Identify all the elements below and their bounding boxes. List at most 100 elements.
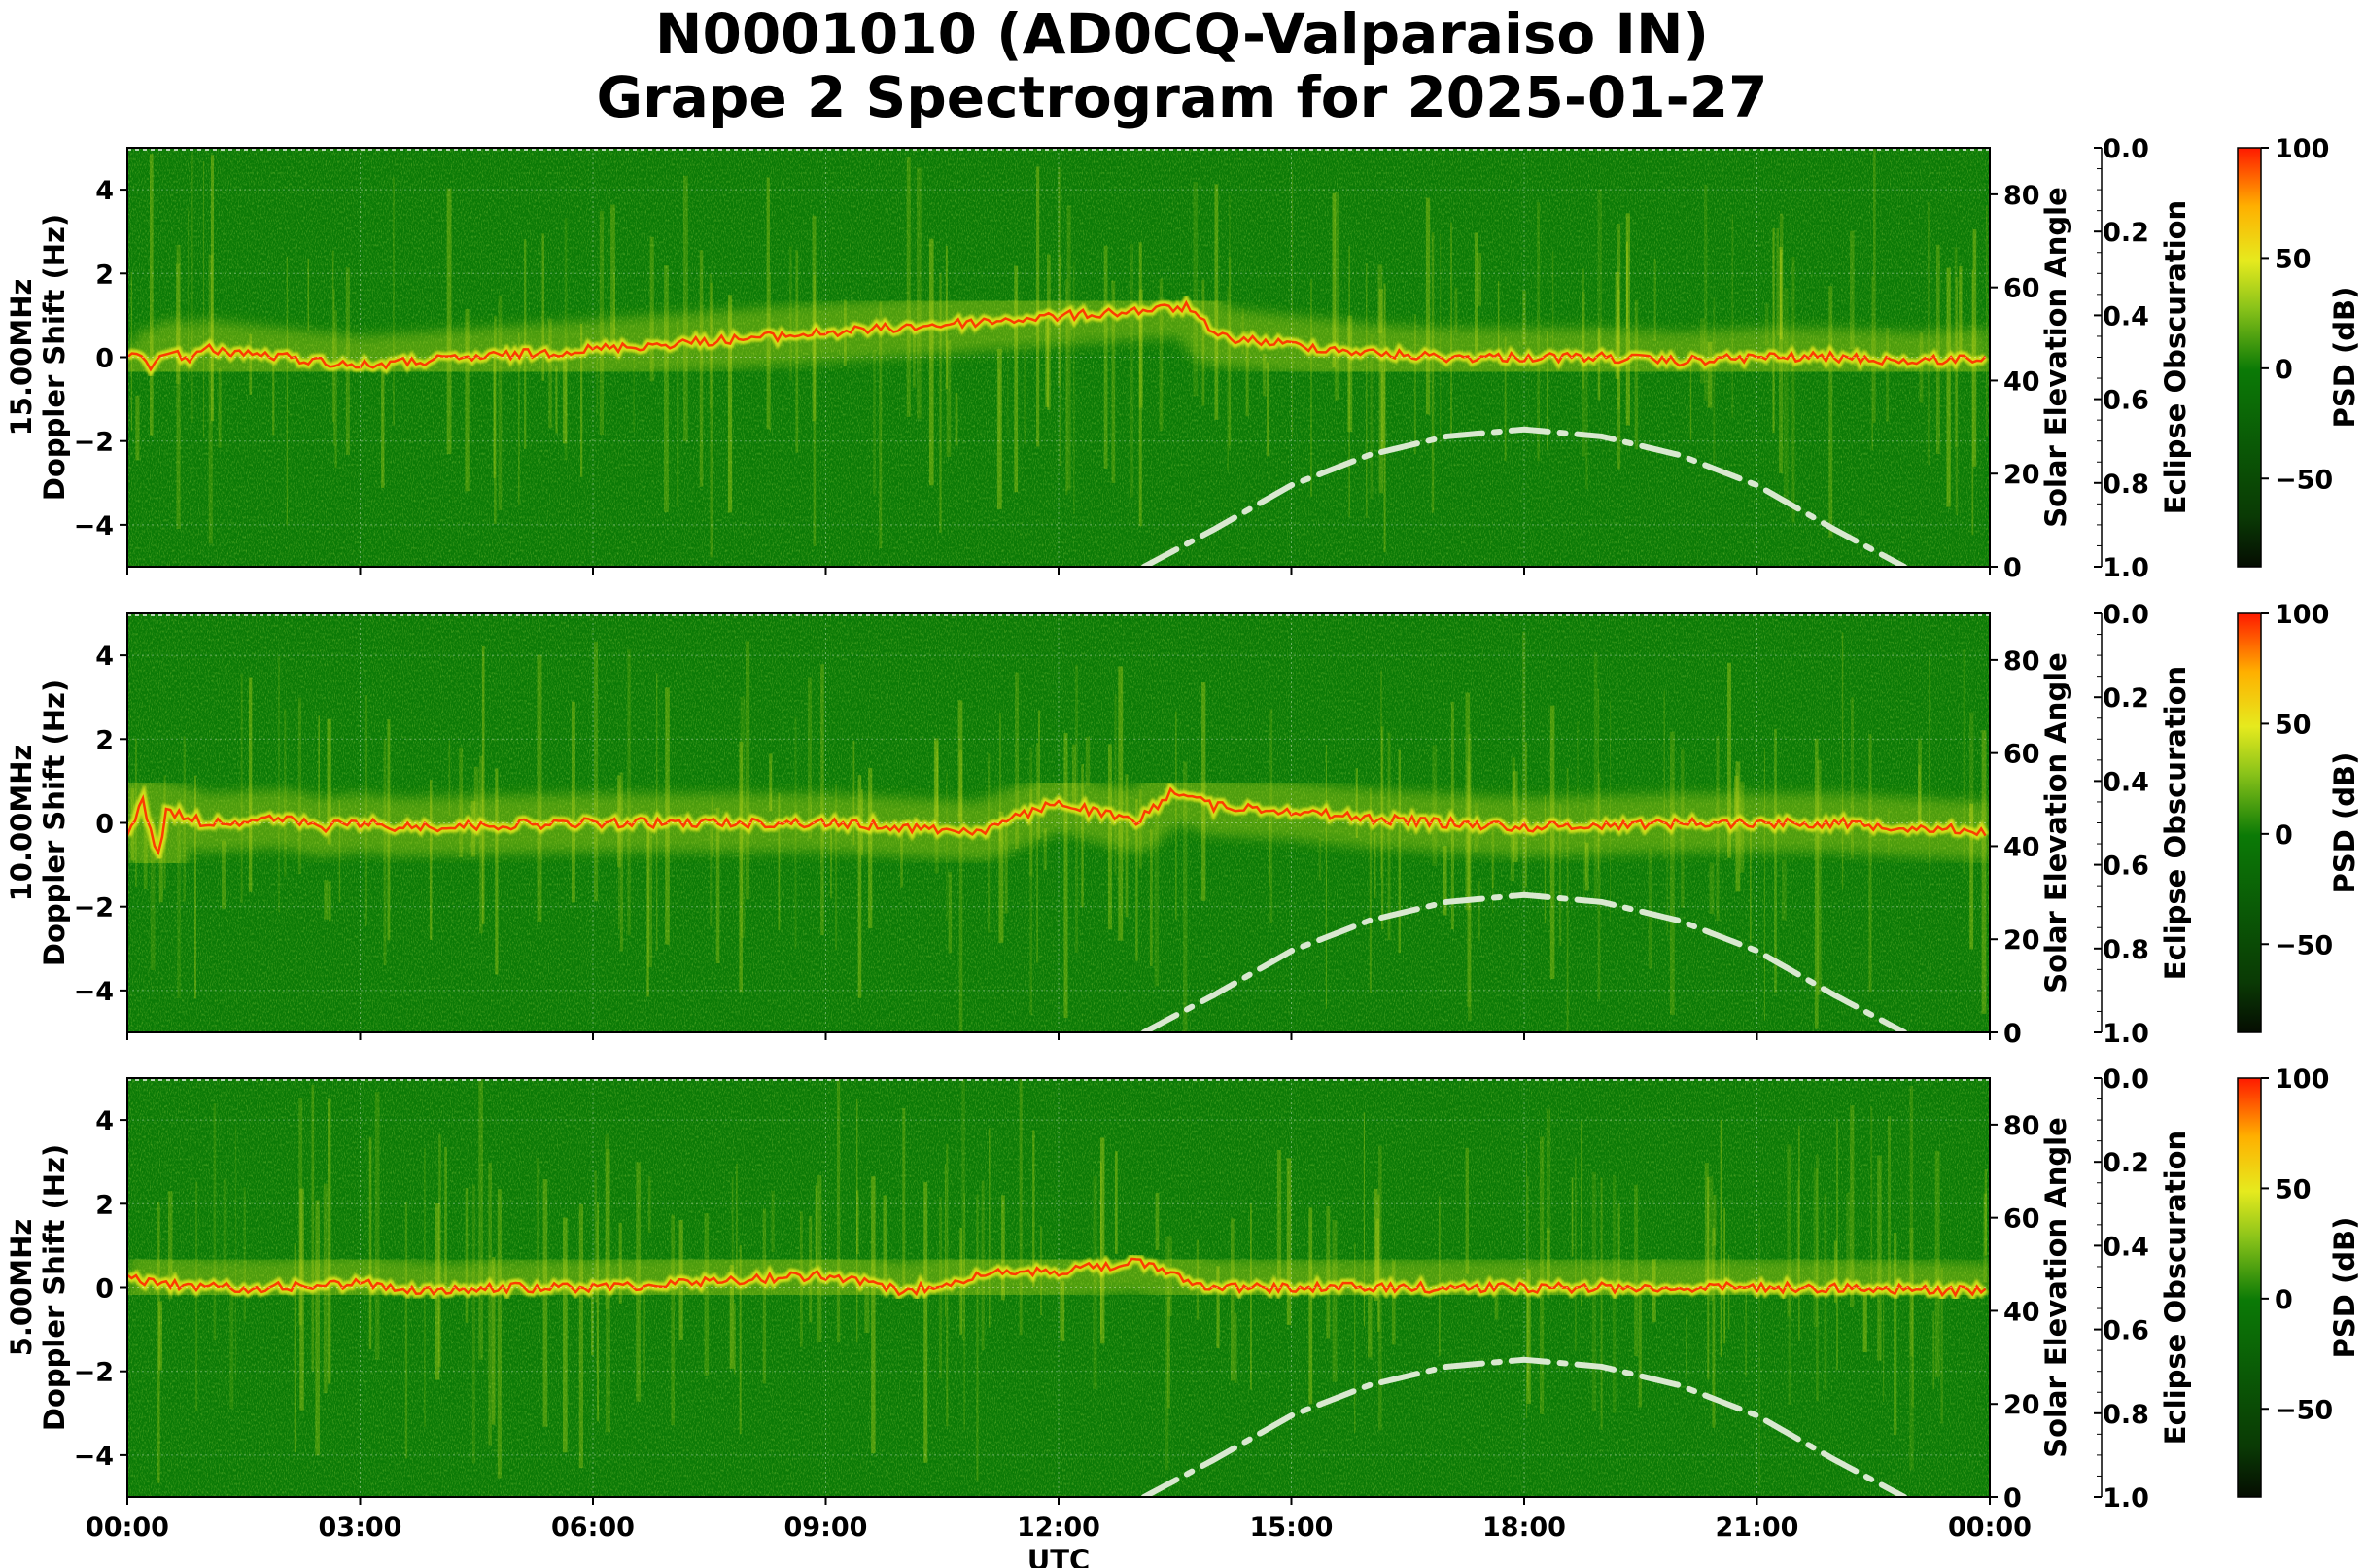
solar-axis-tick-label: 0 bbox=[2003, 1019, 2022, 1049]
signal-streak bbox=[1512, 757, 1515, 806]
signal-streak bbox=[746, 641, 750, 900]
signal-streak bbox=[946, 340, 952, 457]
signal-streak bbox=[149, 154, 154, 436]
signal-streak bbox=[1634, 1184, 1639, 1357]
signal-streak bbox=[1465, 692, 1471, 911]
signal-streak bbox=[488, 1162, 492, 1446]
signal-streak bbox=[298, 1098, 303, 1326]
signal-streak bbox=[248, 677, 253, 892]
signal-streak bbox=[315, 1200, 320, 1456]
y-tick-label: −2 bbox=[74, 428, 114, 458]
signal-streak bbox=[1985, 205, 1988, 437]
signal-streak bbox=[613, 272, 615, 335]
signal-streak bbox=[1373, 1188, 1378, 1302]
signal-streak bbox=[1425, 197, 1431, 415]
signal-streak bbox=[1887, 1115, 1891, 1293]
signal-streak bbox=[1347, 315, 1353, 433]
signal-streak bbox=[958, 749, 963, 1032]
signal-streak bbox=[1816, 1154, 1819, 1402]
signal-streak bbox=[715, 807, 720, 964]
signal-streak bbox=[1699, 318, 1705, 384]
signal-streak bbox=[999, 713, 1001, 842]
signal-streak bbox=[647, 824, 652, 968]
signal-streak bbox=[873, 349, 876, 495]
signal-streak bbox=[1440, 233, 1442, 445]
eclipse-axis-tick-label: 0.4 bbox=[2103, 767, 2149, 797]
signal-streak bbox=[1758, 1218, 1760, 1487]
signal-streak bbox=[571, 701, 575, 903]
signal-streak bbox=[1617, 224, 1621, 470]
signal-streak bbox=[1704, 1163, 1709, 1290]
signal-streak bbox=[1387, 732, 1391, 940]
signal-streak bbox=[1494, 1279, 1499, 1320]
signal-streak bbox=[459, 747, 464, 858]
solar-axis-tick-label: 20 bbox=[2003, 925, 2040, 956]
colorbar-tick-label: 50 bbox=[2275, 1174, 2312, 1204]
signal-streak bbox=[1413, 314, 1416, 455]
eclipse-axis-label: Eclipse Obscuration bbox=[2159, 200, 2192, 514]
doppler-trace bbox=[127, 1257, 1987, 1298]
signal-streak bbox=[210, 155, 215, 422]
signal-streak bbox=[187, 207, 190, 382]
signal-streak bbox=[808, 677, 812, 839]
signal-streak bbox=[1334, 192, 1339, 401]
signal-streak bbox=[1443, 846, 1447, 916]
signal-streak bbox=[286, 257, 288, 526]
signal-streak bbox=[945, 245, 948, 390]
signal-streak bbox=[1241, 308, 1244, 354]
signal-streak bbox=[836, 1078, 841, 1342]
signal-streak bbox=[1332, 1219, 1338, 1382]
figure-title-line-2: Grape 2 Spectrogram for 2025-01-27 bbox=[597, 64, 1768, 130]
signal-streak bbox=[939, 272, 942, 533]
colorbar-tick-label: −50 bbox=[2275, 930, 2333, 960]
signal-streak bbox=[1597, 688, 1600, 871]
signal-streak bbox=[1625, 213, 1630, 426]
signal-streak bbox=[989, 1128, 991, 1328]
signal-streak bbox=[794, 716, 797, 949]
signal-streak bbox=[578, 1203, 584, 1469]
signal-streak bbox=[636, 1162, 641, 1402]
signal-streak bbox=[852, 740, 855, 846]
signal-streak bbox=[1836, 1118, 1838, 1370]
signal-streak bbox=[1159, 278, 1164, 432]
signal-streak bbox=[1332, 192, 1336, 367]
y-axis-label-frequency: 10.00MHz bbox=[5, 745, 38, 902]
doppler-trace bbox=[127, 299, 1987, 372]
signal-streak bbox=[429, 780, 433, 940]
signal-streak bbox=[541, 233, 545, 381]
signal-streak bbox=[1081, 764, 1084, 908]
eclipse-axis-tick-label: 0.4 bbox=[2103, 1232, 2149, 1262]
signal-streak bbox=[963, 1192, 965, 1430]
signal-streak bbox=[1234, 1312, 1237, 1383]
signal-streak bbox=[1130, 244, 1134, 498]
signal-streak bbox=[1107, 744, 1112, 930]
signal-streak bbox=[1983, 1193, 1988, 1283]
y-tick-label: 2 bbox=[95, 725, 114, 755]
colorbar bbox=[2237, 612, 2262, 1033]
y-tick-label: 0 bbox=[95, 1274, 114, 1305]
signal-streak bbox=[916, 167, 922, 419]
signal-streak bbox=[562, 352, 568, 444]
signal-streak bbox=[1043, 827, 1047, 870]
signal-streak bbox=[883, 1195, 887, 1291]
solar-axis-tick-label: 0 bbox=[2003, 553, 2022, 583]
signal-streak bbox=[1355, 768, 1358, 839]
signal-streak bbox=[739, 741, 743, 993]
signal-streak bbox=[988, 753, 991, 933]
eclipse-axis-tick-label: 0.2 bbox=[2103, 683, 2149, 714]
signal-streak bbox=[682, 175, 688, 442]
eclipse-axis-tick-label: 1.0 bbox=[2103, 1019, 2149, 1049]
signal-streak bbox=[338, 799, 341, 903]
signal-streak bbox=[1984, 1168, 1987, 1256]
y-tick-label: −4 bbox=[74, 1442, 114, 1472]
signal-streak bbox=[727, 295, 733, 513]
panel-5MHz: 420−2−45.00MHz Doppler Shift (Hz)00:00 03:… bbox=[5, 1064, 2361, 1568]
signal-streak bbox=[1779, 249, 1782, 340]
signal-streak bbox=[1870, 1105, 1873, 1299]
signal-streak bbox=[368, 1137, 372, 1350]
signal-streak bbox=[1099, 1162, 1102, 1335]
signal-streak bbox=[906, 156, 911, 417]
signal-streak bbox=[1216, 1266, 1220, 1348]
signal-streak bbox=[599, 210, 605, 436]
signal-streak bbox=[1968, 712, 1974, 841]
